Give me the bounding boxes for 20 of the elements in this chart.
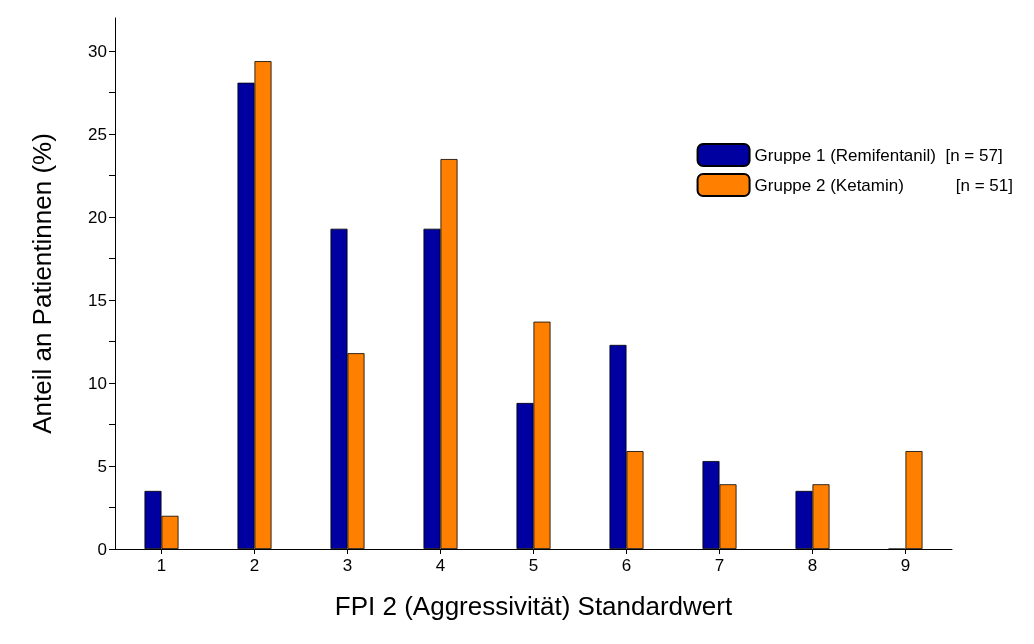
x-tick-label: 5 xyxy=(528,556,539,575)
legend-label: Gruppe 2 (Ketamin) [n = 51] xyxy=(754,175,1014,195)
x-tick-label: 2 xyxy=(249,556,260,575)
x-tick-label: 3 xyxy=(342,556,353,575)
legend-label: Gruppe 1 (Remifentanil) [n = 57] xyxy=(754,145,1003,165)
x-axis-title: FPI 2 (Aggressivität) Standardwert xyxy=(334,591,733,621)
x-tick-label: 7 xyxy=(714,556,725,575)
x-tick-label: 9 xyxy=(900,556,911,575)
y-tick-label: 0 xyxy=(97,539,107,559)
x-tick-label: 8 xyxy=(807,556,818,575)
y-axis-title: Anteil an Patientinnen (%) xyxy=(27,133,57,434)
y-tick-label: 15 xyxy=(88,290,107,310)
x-tick-label: 6 xyxy=(621,556,632,575)
y-tick-label: 30 xyxy=(88,41,107,61)
y-tick-label: 25 xyxy=(88,124,107,144)
x-tick-label: 1 xyxy=(156,556,167,575)
y-tick-label: 5 xyxy=(97,456,107,476)
y-tick-label: 20 xyxy=(88,207,107,227)
y-tick-label: 10 xyxy=(88,373,107,393)
x-tick-label: 4 xyxy=(435,556,446,575)
